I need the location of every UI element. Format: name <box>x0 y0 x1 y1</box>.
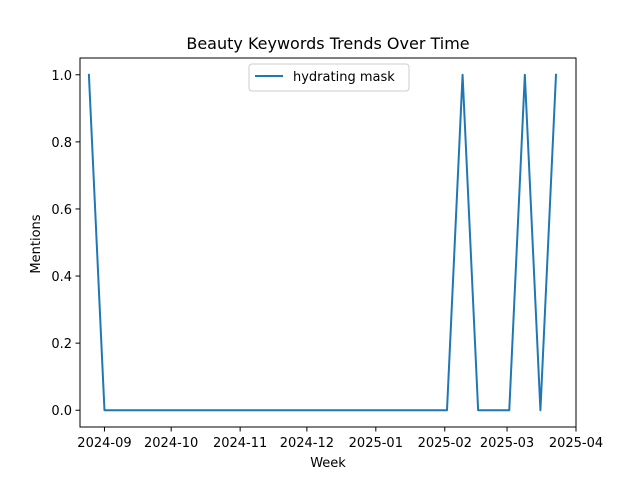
chart-title: Beauty Keywords Trends Over Time <box>186 34 469 53</box>
series-line-hydrating-mask <box>87 73 558 412</box>
x-axis-label: Week <box>310 456 346 471</box>
y-tick-label: 0.2 <box>51 337 72 352</box>
y-tick-label: 1.0 <box>51 69 72 84</box>
x-tick-label: 2024-10 <box>144 436 198 451</box>
x-tick-label: 2025-04 <box>549 436 603 451</box>
legend: hydrating mask <box>248 63 410 92</box>
x-axis-ticks: 2024-09 2024-10 2024-11 2024-12 2025-01 2025-… <box>77 427 603 451</box>
legend-label-hydrating-mask: hydrating mask <box>293 70 395 85</box>
y-tick-label: 0.0 <box>51 404 72 419</box>
y-axis-ticks: 0.0 0.2 0.4 0.6 0.8 1.0 <box>51 69 80 419</box>
x-tick-label: 2025-03 <box>480 436 534 451</box>
plot-frame <box>79 57 577 428</box>
x-tick-label: 2024-11 <box>213 436 267 451</box>
x-tick-label: 2025-02 <box>418 436 472 451</box>
y-tick-label: 0.8 <box>51 136 72 151</box>
y-axis-label: Mentions <box>29 214 44 273</box>
x-tick-label: 2024-12 <box>280 436 334 451</box>
y-tick-label: 0.4 <box>51 270 72 285</box>
y-tick-label: 0.6 <box>51 203 72 218</box>
x-tick-label: 2025-01 <box>349 436 403 451</box>
x-tick-label: 2024-09 <box>77 436 131 451</box>
legend-box <box>248 63 410 92</box>
